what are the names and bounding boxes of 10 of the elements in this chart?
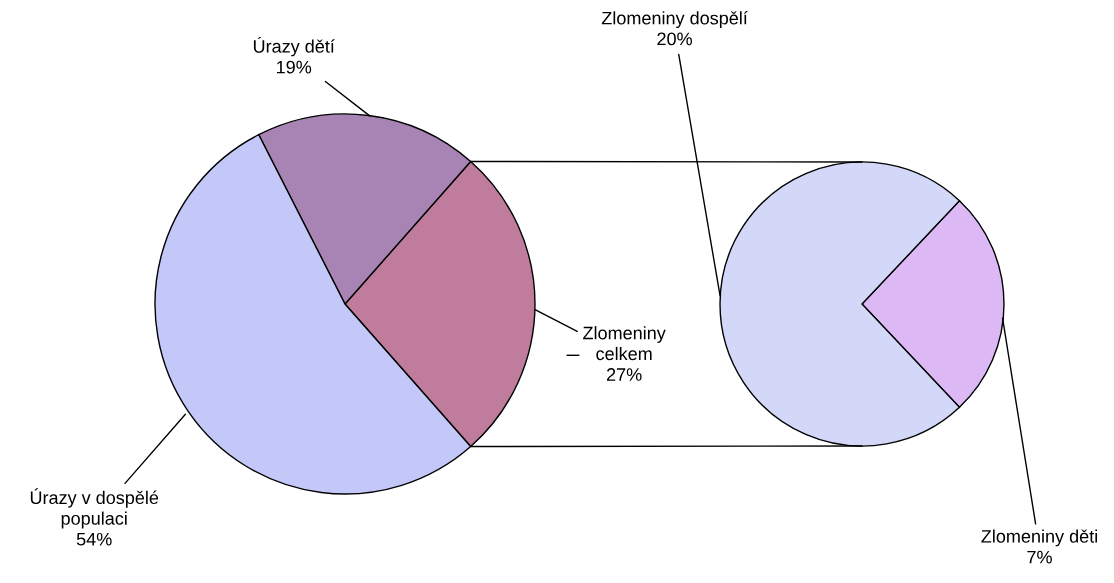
data-label: 19% — [277, 60, 312, 74]
slice-label: Zlomeniny děti — [981, 529, 1097, 547]
data-label: 20% — [657, 32, 692, 46]
slice-label: Zlomeniny dospělí — [601, 11, 748, 29]
slice-label: Úrazy dětí — [253, 36, 335, 57]
slice-label: Úrazy v dospělé populaci — [30, 488, 159, 529]
data-label: 7% — [1027, 550, 1052, 564]
legend-label: Zlomeniny celkem — [583, 326, 666, 361]
data-label: 54% — [76, 532, 112, 546]
data-label: 27% — [606, 368, 642, 381]
